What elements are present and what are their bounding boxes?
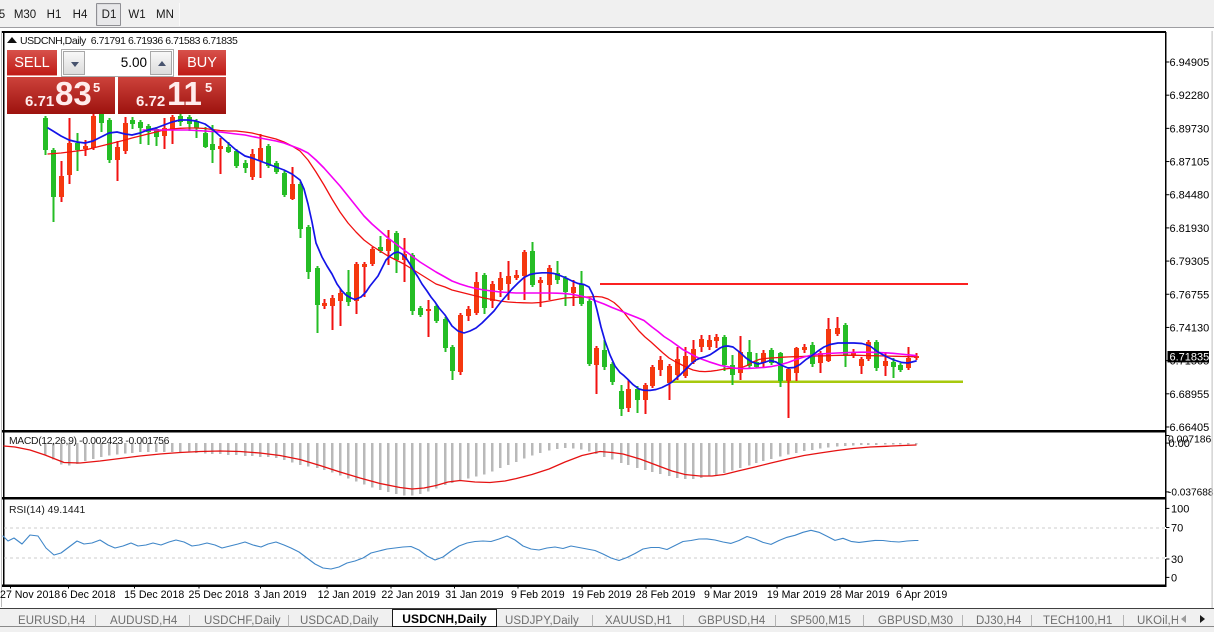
svg-text:6.74130: 6.74130 bbox=[1170, 322, 1210, 334]
svg-text:6 Apr 2019: 6 Apr 2019 bbox=[896, 589, 947, 601]
svg-text:6.94905: 6.94905 bbox=[1170, 57, 1210, 69]
svg-text:6.81930: 6.81930 bbox=[1170, 223, 1210, 235]
svg-text:6.92280: 6.92280 bbox=[1170, 90, 1210, 102]
svg-text:9 Feb 2019: 9 Feb 2019 bbox=[511, 589, 565, 601]
svg-text:RSI(14) 49.1441: RSI(14) 49.1441 bbox=[9, 505, 85, 516]
svg-text:6.68955: 6.68955 bbox=[1170, 389, 1210, 401]
svg-text:100: 100 bbox=[1171, 503, 1189, 515]
svg-text:0: 0 bbox=[1171, 572, 1177, 584]
svg-text:-0.037688: -0.037688 bbox=[1168, 488, 1214, 499]
svg-text:27 Nov 2018: 27 Nov 2018 bbox=[0, 589, 60, 601]
svg-text:15 Dec 2018: 15 Dec 2018 bbox=[124, 589, 184, 601]
svg-text:0.007186: 0.007186 bbox=[1168, 435, 1212, 446]
svg-text:MACD(12,26,9) -0.002423 -0.001: MACD(12,26,9) -0.002423 -0.001756 bbox=[9, 436, 170, 447]
svg-text:6.76755: 6.76755 bbox=[1170, 289, 1210, 301]
svg-text:28 Feb 2019: 28 Feb 2019 bbox=[636, 589, 696, 601]
svg-text:9 Mar 2019: 9 Mar 2019 bbox=[704, 589, 758, 601]
svg-text:6.71835: 6.71835 bbox=[1170, 352, 1210, 364]
svg-text:30: 30 bbox=[1171, 554, 1183, 566]
svg-text:6.84480: 6.84480 bbox=[1170, 190, 1210, 202]
svg-text:6.79305: 6.79305 bbox=[1170, 256, 1210, 268]
svg-text:19 Feb 2019: 19 Feb 2019 bbox=[572, 589, 632, 601]
svg-text:0.00: 0.00 bbox=[1169, 438, 1190, 450]
svg-text:70: 70 bbox=[1171, 523, 1183, 535]
svg-text:19 Mar 2019: 19 Mar 2019 bbox=[767, 589, 827, 601]
svg-text:12 Jan 2019: 12 Jan 2019 bbox=[318, 589, 376, 601]
svg-text:6.89730: 6.89730 bbox=[1170, 123, 1210, 135]
svg-text:6 Dec 2018: 6 Dec 2018 bbox=[61, 589, 115, 601]
svg-text:6.66405: 6.66405 bbox=[1170, 422, 1210, 434]
svg-text:6.87105: 6.87105 bbox=[1170, 157, 1210, 169]
svg-text:22 Jan 2019: 22 Jan 2019 bbox=[381, 589, 439, 601]
svg-text:31 Jan 2019: 31 Jan 2019 bbox=[445, 589, 503, 601]
svg-text:25 Dec 2018: 25 Dec 2018 bbox=[189, 589, 249, 601]
svg-text:3 Jan 2019: 3 Jan 2019 bbox=[254, 589, 307, 601]
svg-text:28 Mar 2019: 28 Mar 2019 bbox=[830, 589, 890, 601]
